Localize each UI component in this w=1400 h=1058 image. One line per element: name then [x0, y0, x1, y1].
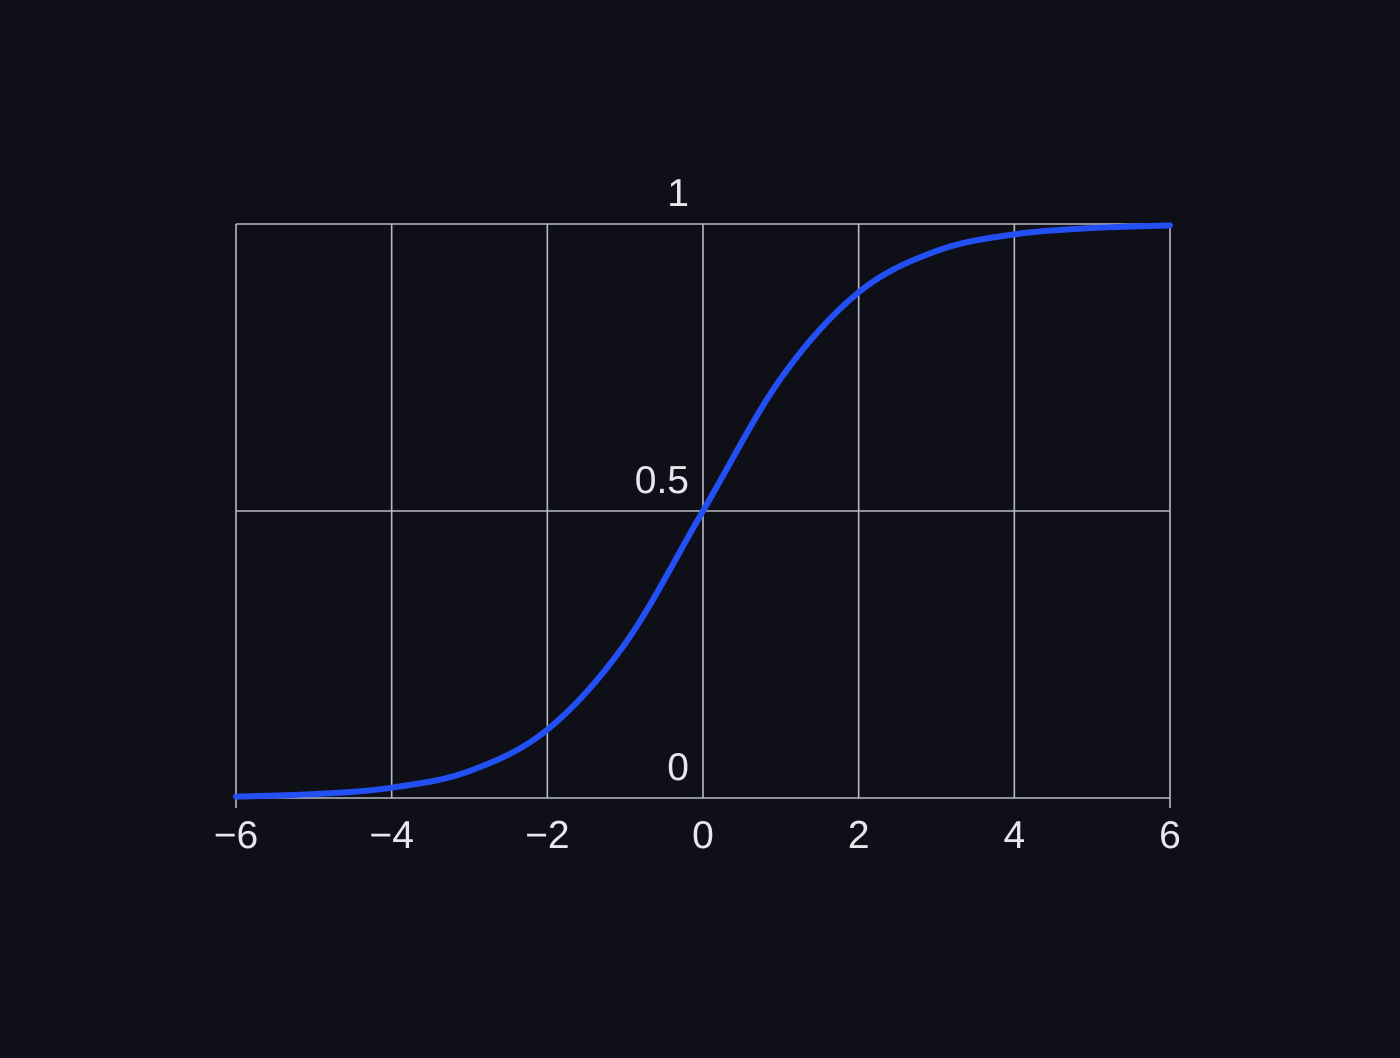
plot-area	[233, 222, 1173, 800]
y-tick-label: 1	[667, 172, 689, 215]
x-tick-label: −2	[525, 814, 569, 857]
y-tick-label: 0	[667, 746, 689, 789]
x-tick-label: −4	[369, 814, 413, 857]
x-tick-label: −6	[214, 814, 258, 857]
x-tick-label: 2	[848, 814, 870, 857]
x-tick-label: 0	[692, 814, 714, 857]
series-line	[233, 222, 1173, 800]
tick-labels: −6 −4 −2 0 2 4 6 0 0.5 1	[214, 172, 1181, 857]
x-tick-label: 6	[1159, 814, 1181, 857]
x-tick-label: 4	[1003, 814, 1025, 857]
y-tick-label: 0.5	[635, 459, 689, 502]
